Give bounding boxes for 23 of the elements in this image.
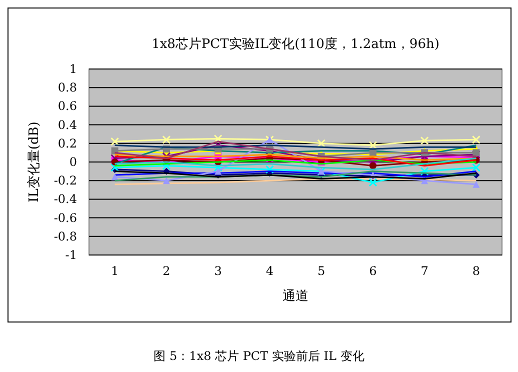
xtick: 7 xyxy=(420,264,428,278)
ytick: -0.4 xyxy=(54,192,77,206)
xtick: 6 xyxy=(369,264,377,278)
ytick: 0.8 xyxy=(58,80,77,95)
xtick: 5 xyxy=(318,264,326,278)
ytick: -0.2 xyxy=(54,174,77,188)
xtick: 2 xyxy=(162,264,170,278)
xtick: 1 xyxy=(111,264,119,278)
xlabel: 通道 xyxy=(282,289,308,304)
xtick: 4 xyxy=(266,264,274,278)
ytick: 1 xyxy=(69,62,77,76)
ytick: -1 xyxy=(65,248,77,262)
xtick: 8 xyxy=(472,264,480,278)
ytick: 0.6 xyxy=(58,99,77,114)
ytick: -0.6 xyxy=(54,210,77,225)
ylabel: IL变化量(dB) xyxy=(27,122,42,202)
ytick: 0 xyxy=(69,155,77,169)
ytick: -0.8 xyxy=(54,229,77,244)
title: 1x8芯片PCT实验IL变化(110度，1.2atm，96h) xyxy=(152,37,440,52)
ytick: 0.2 xyxy=(58,136,77,150)
xtick: 3 xyxy=(214,264,222,278)
annotation: 图 5：1x8 芯片 PCT 实验前后 IL 变化 xyxy=(154,349,364,363)
ytick: 0.4 xyxy=(58,118,77,132)
